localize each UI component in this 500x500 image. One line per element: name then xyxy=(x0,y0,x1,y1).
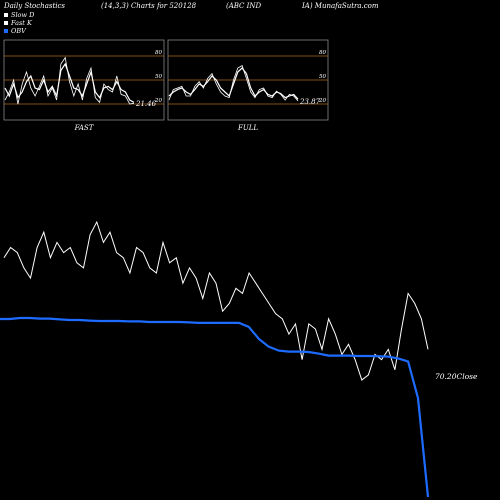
legend-fast-k-label: Fast K xyxy=(11,19,32,27)
legend-slow-d-label: Slow D xyxy=(11,11,35,19)
full-tick-label-50: 50 xyxy=(319,74,326,80)
full-panel-title: FULL xyxy=(237,124,258,132)
fast-tick-label-80: 80 xyxy=(155,50,162,56)
fast-tick-label-50: 50 xyxy=(155,74,162,80)
fast-series-slow-d xyxy=(4,62,135,103)
full-tick-label-20: 20 xyxy=(318,98,326,104)
full-series-fast-k xyxy=(168,65,299,102)
legend-swatch-icon xyxy=(4,29,8,33)
obv-line xyxy=(0,316,430,498)
header-site: IA) MunafaSutra.com xyxy=(302,2,379,10)
close-value-label: 70.20Close xyxy=(435,372,478,381)
fast-panel-title: FAST xyxy=(74,124,95,132)
header-title: Daily Stochastics xyxy=(4,2,66,10)
legend-slow-d: Slow D xyxy=(4,11,34,19)
legend-swatch-icon xyxy=(4,21,8,25)
price-close-line xyxy=(3,220,429,381)
header-params: (14,3,3) Charts for 520128 xyxy=(101,2,197,10)
legend-obv: OBV xyxy=(4,27,26,35)
full-series-slow-d xyxy=(168,67,299,100)
legend-fast-k: Fast K xyxy=(4,19,32,27)
fast-last-value-label: 21.46 xyxy=(135,100,157,108)
legend-swatch-icon xyxy=(4,13,8,17)
fast-tick-label-20: 20 xyxy=(154,98,162,104)
header-company: (ABC IND xyxy=(226,2,262,10)
full-last-value-label: 23.87 xyxy=(299,98,321,106)
fast-series-fast-k xyxy=(4,56,135,105)
full-tick-label-80: 80 xyxy=(319,50,326,56)
legend-obv-label: OBV xyxy=(11,27,26,35)
